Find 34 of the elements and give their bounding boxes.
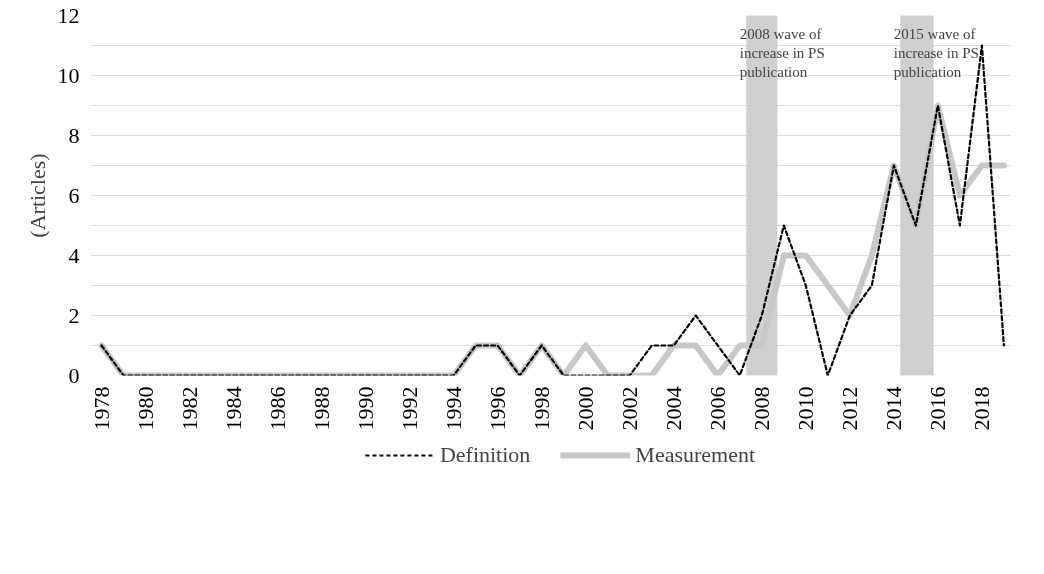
x-tick-label: 1994 [440,386,466,431]
x-tick-label: 2014 [880,386,906,431]
x-tick-label: 2006 [704,386,730,431]
legend-label: Measurement [635,442,756,468]
x-tick-label: 2008 [748,386,774,431]
x-tick-label: 1992 [396,386,422,431]
legend-label: Definition [439,442,531,468]
x-tick-label: 1978 [88,386,114,431]
y-tick-label: 4 [68,242,80,268]
x-tick-label: 1982 [176,386,202,431]
band-label: 2008 wave of increase in PS publication [739,26,825,81]
y-tick-label: 2 [68,302,80,328]
x-tick-label: 2010 [792,386,818,431]
x-tick-label: 1984 [220,386,246,431]
y-tick-label: 12 [57,2,80,28]
x-tick-label: 2002 [616,386,642,431]
x-tick-label: 2016 [924,386,950,431]
y-axis-title: (Articles) [24,153,50,238]
line-series [100,44,1005,376]
x-tick-label: 1996 [484,386,510,431]
x-tick-label: 2004 [660,386,686,431]
x-tick-label: 2012 [836,386,862,431]
x-tick-label: 2000 [572,386,598,431]
y-tick-label: 0 [68,362,80,388]
x-tick-label: 1988 [308,386,334,431]
x-tick-label: 1980 [132,386,158,431]
y-tick-label: 8 [68,122,80,148]
band-label: 2015 wave of increase in PS publication [893,26,979,81]
x-tick-label: 2018 [968,386,994,431]
y-tick-label: 10 [57,62,80,88]
y-tick-label: 6 [68,182,80,208]
x-tick-label: 1990 [352,386,378,431]
x-tick-label: 1998 [528,386,554,431]
x-tick-label: 1986 [264,386,290,431]
